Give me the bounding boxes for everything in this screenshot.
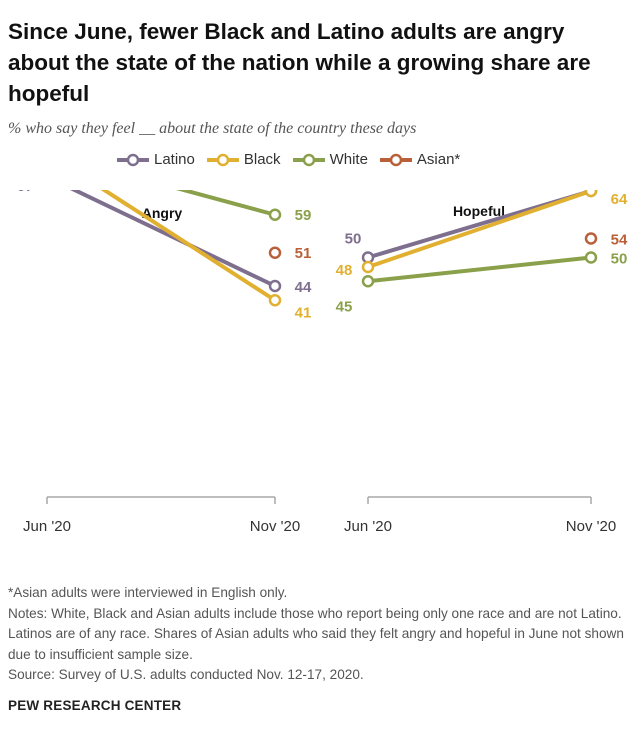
point-hopeful-asian-nov xyxy=(584,232,598,245)
legend-label-asian: Asian* xyxy=(416,151,461,168)
point-hopeful-black-nov xyxy=(584,190,598,198)
series-line-hopeful-white xyxy=(366,255,593,284)
panel-title-angry: Angry xyxy=(142,205,183,221)
brand-logo-text: PEW RESEARCH CENTER xyxy=(8,698,182,713)
x-tick-label-hopeful-end: Nov '20 xyxy=(566,518,616,535)
series-line-angry-black xyxy=(100,190,277,303)
legend-marker-black xyxy=(206,153,239,166)
x-tick-label-angry-end: Nov '20 xyxy=(250,518,300,535)
legend-marker-asian xyxy=(379,153,412,166)
data-label-angry-latino-jun: 67 xyxy=(17,190,34,195)
series-line-angry-latino xyxy=(70,190,277,288)
data-label-hopeful-black-nov: 64 xyxy=(611,191,628,208)
point-angry-white-nov xyxy=(268,208,282,221)
data-label-angry-asian-nov: 51 xyxy=(295,245,312,262)
footnote-source: Source: Survey of U.S. adults conducted … xyxy=(8,667,364,682)
footnote-notes: Notes: White, Black and Asian adults inc… xyxy=(8,605,624,662)
legend-label-white: White xyxy=(329,151,368,168)
x-tick-label-hopeful-start: Jun '20 xyxy=(344,518,392,535)
x-tick-label-angry-start: Jun '20 xyxy=(23,518,71,535)
legend-marker-white xyxy=(292,153,325,166)
legend-item-latino: Latino xyxy=(115,151,195,168)
notes: *Asian adults were interviewed in Englis… xyxy=(8,583,633,686)
point-hopeful-black-jun xyxy=(361,260,375,274)
series-line-hopeful-black xyxy=(366,190,593,269)
legend-label-latino: Latino xyxy=(154,151,195,168)
point-hopeful-white-jun xyxy=(361,275,375,288)
legend-item-black: Black xyxy=(205,151,281,168)
point-hopeful-white-nov xyxy=(584,251,598,264)
chart-title: Since June, fewer Black and Latino adult… xyxy=(8,19,591,106)
point-angry-asian-nov xyxy=(268,246,282,259)
data-label-hopeful-black-jun: 48 xyxy=(336,262,353,279)
data-label-hopeful-latino-jun: 50 xyxy=(345,231,362,248)
legend-item-asian: Asian* xyxy=(378,151,460,168)
data-label-hopeful-white-jun: 45 xyxy=(336,298,353,315)
legend-item-white: White xyxy=(291,151,368,168)
legend: Latino Black White Asian* xyxy=(115,151,470,168)
data-label-angry-latino-nov: 44 xyxy=(295,279,312,296)
data-label-hopeful-asian-nov: 54 xyxy=(611,232,628,249)
data-label-angry-black-nov: 41 xyxy=(295,304,312,321)
point-angry-latino-nov xyxy=(268,279,282,293)
panel-title-hopeful: Hopeful xyxy=(453,203,505,219)
chart-subtitle: % who say they feel __ about the state o… xyxy=(8,120,417,137)
data-label-angry-white-nov: 59 xyxy=(295,207,312,224)
legend-label-black: Black xyxy=(243,151,281,168)
footnote-asian: *Asian adults were interviewed in Englis… xyxy=(8,585,288,600)
legend-marker-latino xyxy=(117,153,149,166)
point-angry-black-nov xyxy=(268,294,282,307)
series-line-angry-white xyxy=(175,190,277,217)
data-label-hopeful-white-nov: 50 xyxy=(611,251,628,268)
